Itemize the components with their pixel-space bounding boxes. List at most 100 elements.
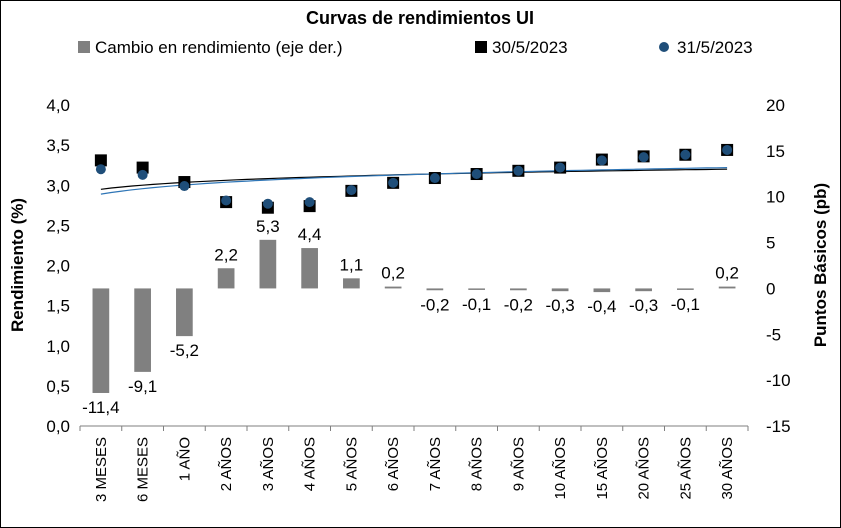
- chart-title: Curvas de rendimientos UI: [306, 8, 534, 28]
- bar: [384, 286, 402, 289]
- y-tick-label: 3,0: [46, 176, 70, 195]
- point-31-5-2023: [638, 152, 649, 163]
- bar: [343, 278, 360, 289]
- y2-tick-label: -10: [766, 371, 791, 390]
- point-31-5-2023: [513, 165, 524, 176]
- bar-data-label: 4,4: [298, 225, 322, 244]
- bar-data-label: -0,1: [462, 295, 491, 314]
- bar-data-label: 5,3: [256, 217, 280, 236]
- bar: [134, 288, 151, 372]
- y2-tick-label: -15: [766, 417, 791, 436]
- x-category-label: 7 AÑOS: [427, 437, 444, 491]
- point-31-5-2023: [137, 169, 148, 180]
- scatter-series: [94, 143, 734, 214]
- data-labels: -11,4 -9,1 -5,2 2,2 5,3 4,4 1,1 0,2 -0,2 -0,1 -0,2…: [82, 217, 739, 417]
- bar: [510, 288, 527, 291]
- bar: [677, 288, 694, 290]
- y2-tick-label: 15: [766, 142, 785, 161]
- point-31-5-2023: [471, 169, 482, 180]
- y-tick-label: 0,0: [46, 417, 70, 436]
- trendline: [100, 168, 728, 190]
- bar: [551, 288, 569, 292]
- point-30-5-2023: [94, 154, 107, 167]
- legend-swatch-square: [475, 41, 487, 53]
- x-axis-categories: 3 MESES 6 MESES 1 AÑO 2 AÑOS 3 AÑOS 4 AÑOS 5 A…: [93, 437, 736, 502]
- x-axis: [79, 425, 749, 431]
- bar-data-label: -0,2: [420, 295, 449, 314]
- y2-tick-label: 0: [766, 279, 775, 298]
- bar: [468, 288, 485, 290]
- y2-tick-label: 20: [766, 96, 785, 115]
- y-tick-label: 4,0: [46, 96, 70, 115]
- bar-data-label: 2,2: [214, 245, 238, 264]
- y-axis-title: Rendimiento (%): [8, 198, 27, 332]
- legend-label-31-5: 31/5/2023: [677, 38, 753, 57]
- point-31-5-2023: [95, 164, 106, 175]
- bar: [301, 248, 318, 289]
- y2-axis-title: Puntos Básicos (pb): [811, 183, 830, 347]
- y-tick-label: 2,5: [46, 216, 70, 235]
- bar-data-label: -0,4: [587, 297, 616, 316]
- legend-label-30-5: 30/5/2023: [492, 38, 568, 57]
- point-31-5-2023: [680, 149, 691, 160]
- x-category-label: 5 AÑOS: [343, 437, 360, 491]
- bar-series: [92, 239, 736, 393]
- point-31-5-2023: [596, 155, 607, 166]
- y2-tick-label: 5: [766, 234, 775, 253]
- point-31-5-2023: [221, 195, 232, 206]
- bar-data-label: -9,1: [128, 377, 157, 396]
- x-category-label: 30 AÑOS: [719, 437, 736, 500]
- point-31-5-2023: [262, 198, 273, 209]
- y-tick-label: 3,5: [46, 136, 70, 155]
- y-tick-label: 2,0: [46, 257, 70, 276]
- bar: [635, 288, 652, 292]
- point-31-5-2023: [429, 173, 440, 184]
- bar-data-label: -0,2: [504, 295, 533, 314]
- bar-data-label: 0,2: [381, 264, 405, 283]
- x-category-label: 3 AÑOS: [260, 437, 277, 491]
- point-31-5-2023: [722, 144, 733, 155]
- point-31-5-2023: [179, 181, 190, 192]
- x-category-label: 25 AÑOS: [677, 437, 694, 500]
- y-axis-ticks: 0,0 0,5 1,0 1,5 2,0 2,5 3,0 3,5 4,0: [46, 96, 70, 436]
- x-category-label: 6 AÑOS: [385, 437, 402, 491]
- bar: [718, 286, 736, 289]
- bar: [259, 239, 277, 289]
- legend-swatch-bar: [78, 41, 90, 53]
- x-category-label: 9 AÑOS: [510, 437, 527, 491]
- bar-data-label: -5,2: [170, 341, 199, 360]
- bar-data-label: 1,1: [340, 255, 364, 274]
- x-category-label: 20 AÑOS: [636, 437, 653, 500]
- bar: [217, 268, 235, 289]
- y2-axis-ticks: -15 -10 -5 0 5 10 15 20: [766, 96, 791, 436]
- x-category-label: 10 AÑOS: [552, 437, 569, 500]
- point-31-5-2023: [388, 177, 399, 188]
- bar-data-label: -0,1: [671, 295, 700, 314]
- bar: [593, 288, 611, 293]
- y-tick-label: 1,0: [46, 337, 70, 356]
- x-category-label: 6 MESES: [135, 437, 152, 502]
- bar: [176, 288, 193, 337]
- x-category-label: 1 AÑO: [176, 437, 193, 481]
- point-31-5-2023: [346, 185, 357, 196]
- y2-tick-label: 10: [766, 188, 785, 207]
- point-31-5-2023: [555, 162, 566, 173]
- x-category-label: 15 AÑOS: [594, 437, 611, 500]
- trendline: [100, 167, 728, 195]
- legend-label-bar: Cambio en rendimiento (eje der.): [95, 38, 343, 57]
- x-category-label: 8 AÑOS: [469, 437, 486, 491]
- bar-data-label: -11,4: [82, 398, 120, 417]
- bar-data-label: 0,2: [715, 264, 739, 283]
- point-30-5-2023: [136, 161, 149, 174]
- y2-tick-label: -5: [766, 325, 781, 344]
- y-tick-label: 1,5: [46, 297, 70, 316]
- x-category-label: 2 AÑOS: [218, 437, 235, 491]
- bar-data-label: -0,3: [629, 296, 658, 315]
- point-31-5-2023: [304, 197, 315, 208]
- bar: [92, 288, 110, 393]
- trendlines: [100, 167, 728, 195]
- x-category-label: 3 MESES: [93, 437, 110, 502]
- x-category-label: 4 AÑOS: [302, 437, 319, 491]
- legend-swatch-circle: [659, 42, 669, 52]
